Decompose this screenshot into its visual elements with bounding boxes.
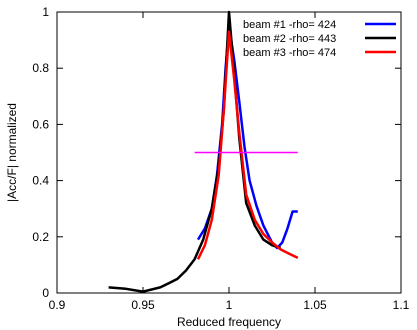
x-tick-label: 0.95 — [131, 298, 155, 312]
y-tick-label: 0.2 — [32, 230, 49, 244]
y-tick-label: 1 — [42, 5, 49, 19]
legend: beam #1 -rho= 424 beam #2 -rho= 443 beam #… — [243, 19, 396, 59]
axis-ticks — [56, 11, 402, 294]
y-tick-label: 0 — [42, 286, 49, 300]
legend-label: beam #3 -rho= 474 — [243, 47, 336, 59]
series-line-2 — [108, 10, 281, 293]
legend-label: beam #1 -rho= 424 — [243, 19, 336, 31]
x-tick-label: 1.05 — [303, 298, 327, 312]
x-axis-label: Reduced frequency — [177, 315, 281, 329]
tick-labels: 0.9 0.95 1 1.05 1.1 0 0.2 0.4 0.6 0.8 1 — [32, 5, 409, 312]
y-tick-label: 0.6 — [32, 117, 49, 131]
x-tick-label: 1 — [226, 298, 233, 312]
series-line-3 — [196, 30, 299, 260]
legend-label: beam #2 -rho= 443 — [243, 33, 336, 45]
x-tick-label: 1.1 — [393, 298, 410, 312]
y-tick-label: 0.8 — [32, 61, 49, 75]
plot-lines — [108, 10, 299, 293]
x-tick-label: 0.9 — [49, 298, 66, 312]
y-axis-label: |Acc/F| normalized — [5, 103, 19, 202]
y-tick-label: 0.4 — [32, 174, 49, 188]
